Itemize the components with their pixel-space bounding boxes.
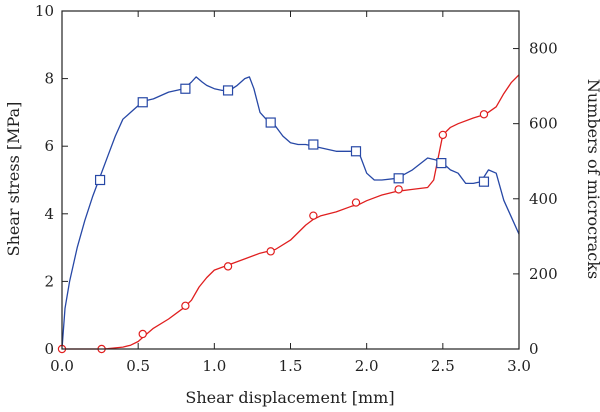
- data-point-shear-stress: [180, 83, 191, 94]
- y-left-tick-label: 10: [35, 2, 54, 20]
- y-right-tick-label: 800: [529, 40, 558, 58]
- data-point-shear-stress: [478, 176, 490, 187]
- data-point-shear-stress: [94, 174, 106, 186]
- y-left-tick-label: 8: [44, 70, 54, 88]
- data-point-microcracks: [138, 329, 147, 339]
- plot-frame: [61, 10, 520, 350]
- data-point-microcracks: [438, 130, 448, 140]
- data-point-shear-stress: [222, 85, 234, 96]
- x-tick-label: 0.5: [126, 357, 150, 375]
- x-tick-label: 3.0: [507, 357, 531, 375]
- x-tick-label: 1.0: [202, 357, 226, 375]
- axes-frame: [61, 10, 520, 350]
- plot-markers: [57, 83, 490, 354]
- y-right-tick-label: 600: [529, 115, 558, 133]
- y-right-tick-label: 400: [529, 190, 558, 208]
- plot-lines: [61, 74, 520, 350]
- ticks: 0.0 0.5 1.0 1.5 2.0 2.5 3.00246810020040060080…: [35, 2, 558, 375]
- y-left-tick-label: 2: [44, 272, 54, 290]
- data-point-microcracks: [479, 110, 489, 119]
- y-right-tick-label: 200: [529, 265, 558, 283]
- y-axis-left-title: Shear stress [MPa]: [4, 102, 23, 257]
- data-point-microcracks: [394, 185, 403, 194]
- data-point-shear-stress: [436, 158, 447, 169]
- x-tick-label: 2.0: [355, 357, 379, 375]
- x-tick-label: 1.5: [279, 357, 303, 375]
- data-point-microcracks: [223, 262, 233, 271]
- data-point-shear-stress: [137, 97, 148, 108]
- data-point-microcracks: [309, 211, 318, 220]
- x-tick-label: 0.0: [50, 357, 74, 375]
- data-point-microcracks: [181, 301, 190, 311]
- data-point-shear-stress: [308, 139, 319, 150]
- x-axis-title: Shear displacement [mm]: [185, 388, 394, 407]
- y-axis-right-title: Numbers of microcracks: [584, 79, 600, 279]
- y-left-tick-label: 6: [44, 137, 54, 155]
- y-left-tick-label: 4: [44, 205, 54, 223]
- y-right-tick-label: 0: [529, 340, 539, 358]
- series-line-microcracks: [62, 74, 520, 350]
- data-point-microcracks: [351, 198, 361, 207]
- series-line-shear-stress: [61, 76, 520, 350]
- data-point-shear-stress: [350, 146, 362, 157]
- data-point-shear-stress: [265, 117, 276, 128]
- data-point-shear-stress: [393, 173, 404, 184]
- data-point-microcracks: [266, 247, 275, 256]
- x-tick-label: 2.5: [431, 357, 455, 375]
- y-left-tick-label: 0: [44, 340, 54, 358]
